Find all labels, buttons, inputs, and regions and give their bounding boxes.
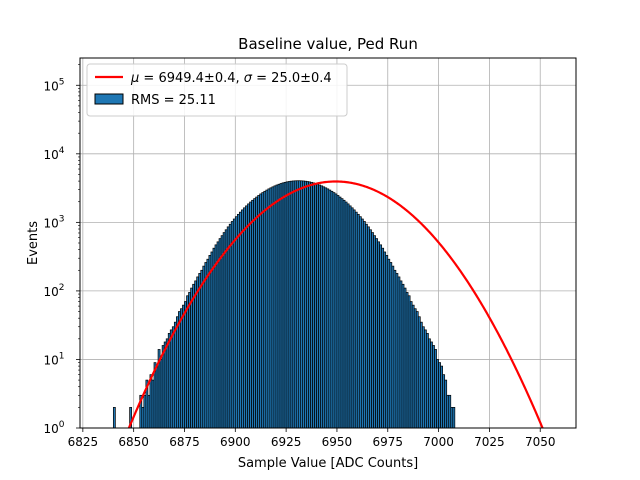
legend-histogram-swatch: [94, 93, 124, 105]
x-tick-label: 6975: [372, 435, 403, 449]
legend-mu-value: = 6949.4±0.4,: [139, 71, 243, 86]
y-tick-label: 102: [43, 283, 64, 299]
x-tick-label: 6875: [169, 435, 200, 449]
x-axis-title: Sample Value [ADC Counts]: [238, 456, 418, 471]
y-tick-label: 100: [43, 420, 64, 436]
y-axis-title: Events: [26, 221, 41, 265]
x-tick-label: 7000: [423, 435, 454, 449]
x-tick-label: 7025: [474, 435, 505, 449]
x-tick-label: 6825: [68, 435, 99, 449]
x-tick-label: 6850: [118, 435, 149, 449]
legend-box: [86, 63, 348, 117]
gaussian-fit-curve: [127, 180, 544, 428]
y-tick-label: 104: [43, 146, 64, 162]
histogram-bar: [452, 407, 456, 429]
x-tick-label: 6925: [271, 435, 302, 449]
chart-title: Baseline value, Ped Run: [238, 35, 418, 53]
legend-fit-label: μ = 6949.4±0.4, σ = 25.0±0.4: [130, 71, 332, 86]
x-tick-label: 7050: [525, 435, 556, 449]
legend-sigma-value: = 25.0±0.4: [252, 71, 332, 86]
x-axis-ticks: 6825 6850 6875 6900 6925 6950 6975 7000 7025 7050: [68, 428, 556, 449]
y-tick-label: 105: [43, 77, 64, 93]
y-axis-ticks: 100 101 102 103 104 105: [43, 64, 80, 436]
histogram-bar: [112, 407, 116, 429]
gaussian-fit-line: [127, 180, 544, 428]
legend-sigma-symbol: σ: [244, 71, 253, 86]
x-tick-label: 6950: [322, 435, 353, 449]
x-tick-label: 6900: [220, 435, 251, 449]
legend-rms-label: RMS = 25.11: [131, 93, 216, 108]
y-tick-label: 101: [43, 351, 64, 367]
legend: μ = 6949.4±0.4, σ = 25.0±0.4 RMS = 25.11: [86, 63, 348, 117]
y-tick-label: 103: [43, 214, 64, 230]
legend-mu-symbol: μ: [130, 71, 139, 86]
